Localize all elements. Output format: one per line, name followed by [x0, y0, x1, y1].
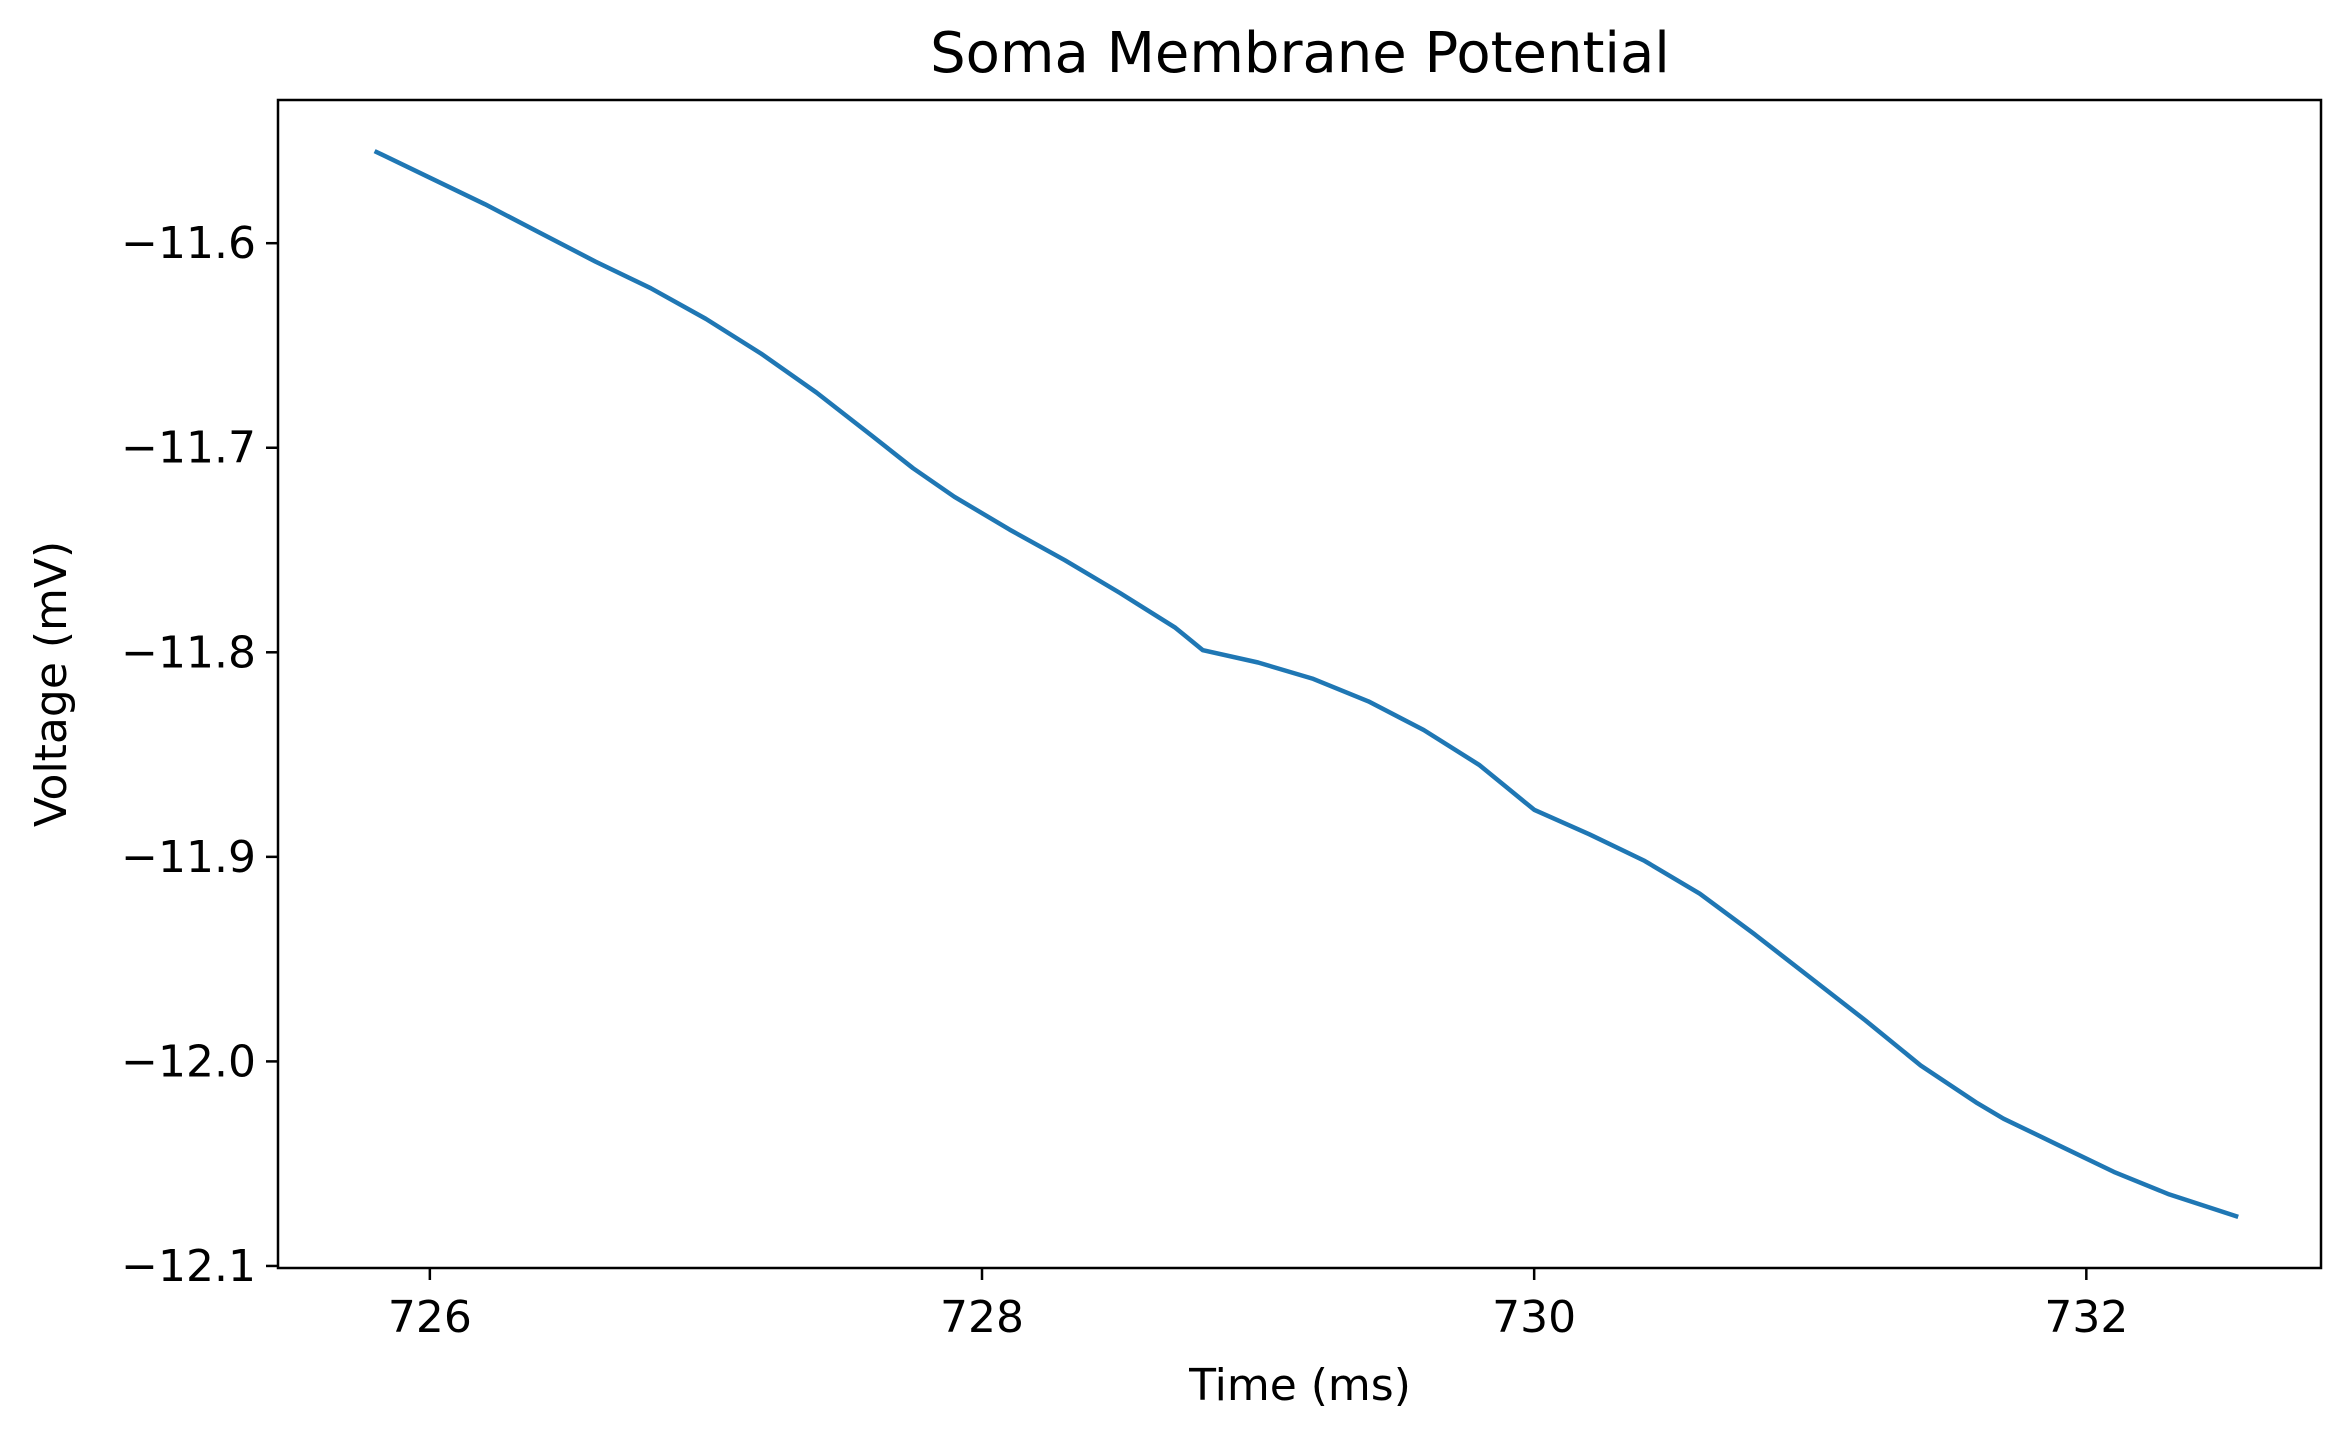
plot-frame	[276, 98, 2323, 1270]
y-axis: −11.6 −11.7 −11.8 −11.9 −12.0 −12.1	[121, 218, 278, 1292]
chart-title: Soma Membrane Potential	[930, 21, 1670, 86]
x-axis-label: Time (ms)	[1188, 1360, 1411, 1411]
x-tick-label: 730	[1492, 1292, 1576, 1343]
series-line-0	[373, 149, 2239, 1220]
y-tick-label: −12.1	[121, 1241, 256, 1292]
y-tick-label: −11.8	[121, 627, 256, 678]
y-tick-label: −11.6	[121, 218, 256, 269]
x-tick-label: 732	[2044, 1292, 2128, 1343]
y-tick-label: −11.7	[121, 423, 256, 474]
x-axis: 726 728 730 732	[388, 1268, 2128, 1343]
series-layer	[373, 149, 2239, 1220]
y-tick-label: −12.0	[121, 1036, 256, 1087]
x-tick-label: 726	[388, 1292, 472, 1343]
x-tick-label: 728	[940, 1292, 1024, 1343]
y-tick-label: −11.9	[121, 832, 256, 883]
y-axis-label: Voltage (mV)	[26, 541, 77, 827]
